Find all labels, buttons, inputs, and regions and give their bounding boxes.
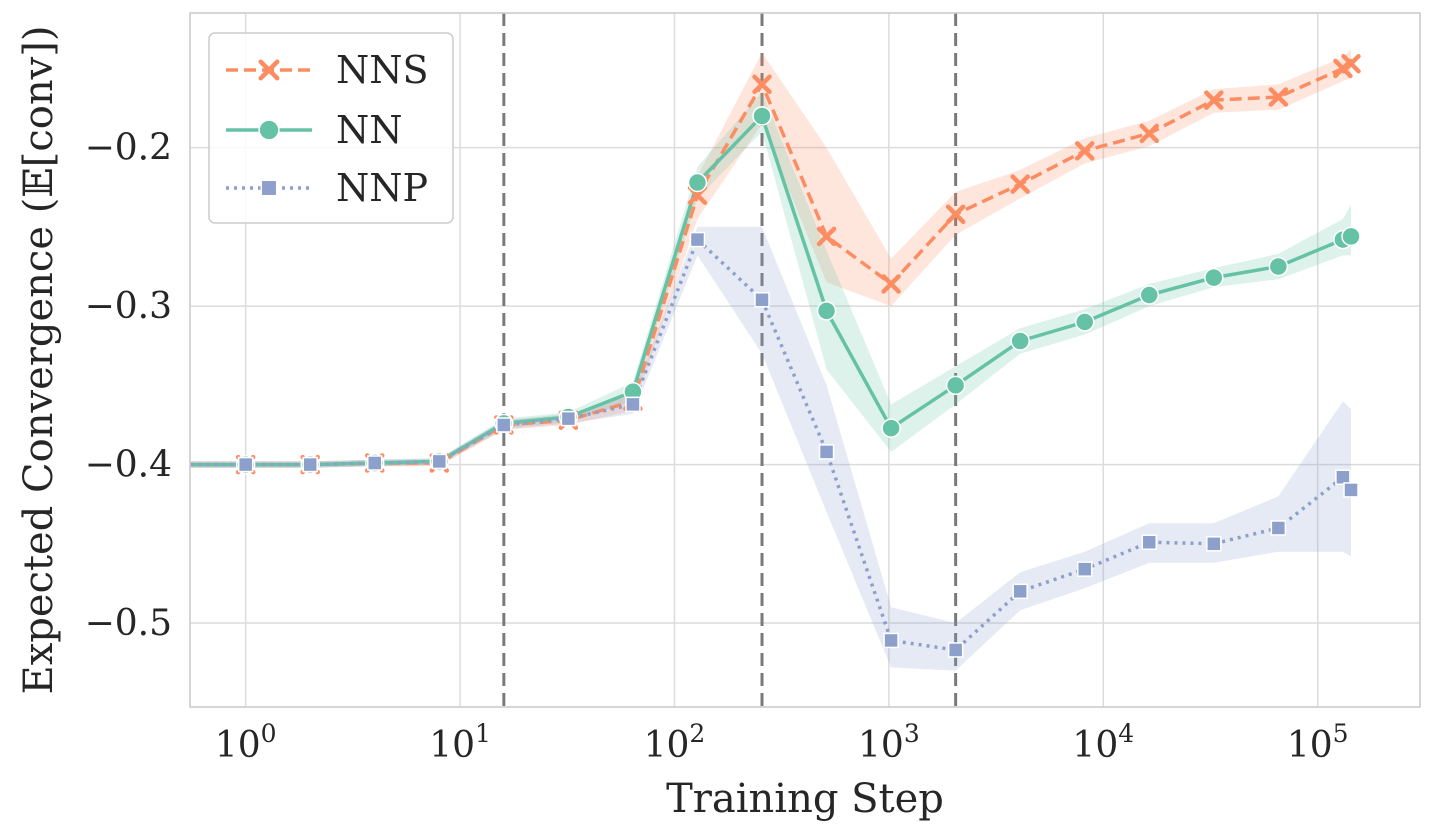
x-tick-label: 105 [1287, 719, 1349, 766]
marker-nns [1139, 123, 1160, 144]
marker-nns [1204, 90, 1224, 110]
marker-nnp [237, 456, 254, 473]
series-lines [190, 62, 1353, 652]
y-tick-label: −0.2 [85, 128, 172, 169]
marker-nnp [947, 642, 964, 658]
marker-nn [881, 418, 901, 438]
marker-nnp [1335, 469, 1351, 486]
x-tick-label: 104 [1072, 719, 1134, 766]
marker-nn [1341, 226, 1361, 247]
x-tick-label: 100 [215, 719, 277, 766]
y-axis-label: Expected Convergence (𝔼[conv]) [16, 26, 62, 695]
marker-nn [1139, 285, 1160, 305]
marker-nn [816, 301, 837, 321]
y-tick-label: −0.3 [85, 286, 172, 327]
marker-nnp [1012, 583, 1028, 600]
line-nns [190, 62, 1352, 467]
marker-nn [1010, 331, 1030, 351]
marker-nn [1268, 256, 1289, 277]
marker-nnp [302, 456, 318, 473]
legend-marker-nn [258, 119, 280, 141]
marker-nnp [367, 455, 383, 471]
marker-nnp [1141, 534, 1158, 550]
marker-nns [1074, 141, 1095, 161]
marker-nnp [1076, 561, 1093, 577]
x-axis-label: Training Step [666, 776, 944, 822]
legend-label-nnp: NNP [336, 166, 428, 210]
y-tick-label: −0.4 [85, 445, 172, 486]
marker-nns [1268, 87, 1289, 107]
band-nnp [190, 226, 1351, 671]
marker-nnp [754, 292, 770, 308]
marker-nnp [625, 396, 641, 413]
marker-nn [687, 172, 708, 193]
plot-frame [189, 12, 1421, 708]
marker-nns [881, 274, 901, 294]
y-tick-labels: −0.2 −0.3 −0.4 −0.5 [85, 128, 172, 644]
x-tick-label: 102 [644, 719, 706, 766]
band-nns [190, 49, 1351, 468]
marker-nns [816, 226, 837, 247]
y-tick-label: −0.5 [85, 603, 172, 644]
legend-box [208, 32, 454, 224]
marker-nns [1010, 174, 1030, 194]
legend-marker-nnp [260, 179, 278, 197]
marker-nns [752, 74, 772, 95]
marker-nns [1341, 53, 1361, 74]
legend: NNS NN NNP [208, 32, 454, 224]
marker-nnp [1343, 482, 1359, 498]
marker-nnp [560, 410, 577, 427]
legend-marker-nns [258, 59, 280, 81]
x-tick-labels: 100 101 102 103 104 105 [215, 719, 1349, 766]
marker-nnp [431, 453, 448, 470]
marker-nn [1204, 267, 1224, 288]
marker-nnp [1270, 520, 1287, 536]
marker-nn [752, 106, 772, 126]
line-nnp [190, 237, 1353, 652]
marker-nnp [818, 444, 835, 460]
marker-nn [1074, 312, 1095, 332]
line-nn [190, 114, 1352, 467]
marker-nns [945, 204, 966, 224]
x-tick-label: 101 [429, 719, 491, 766]
confidence-bands [190, 49, 1351, 671]
legend-label-nns: NNS [336, 48, 429, 92]
marker-nnp [883, 632, 899, 649]
x-tick-label: 103 [858, 719, 920, 766]
marker-nnp [496, 417, 512, 433]
marker-nn [945, 375, 966, 396]
reference-lines [502, 13, 958, 707]
legend-label-nn: NN [336, 108, 403, 152]
series-markers [235, 53, 1361, 658]
marker-nnp [1206, 536, 1222, 552]
marker-nnp [689, 231, 706, 248]
